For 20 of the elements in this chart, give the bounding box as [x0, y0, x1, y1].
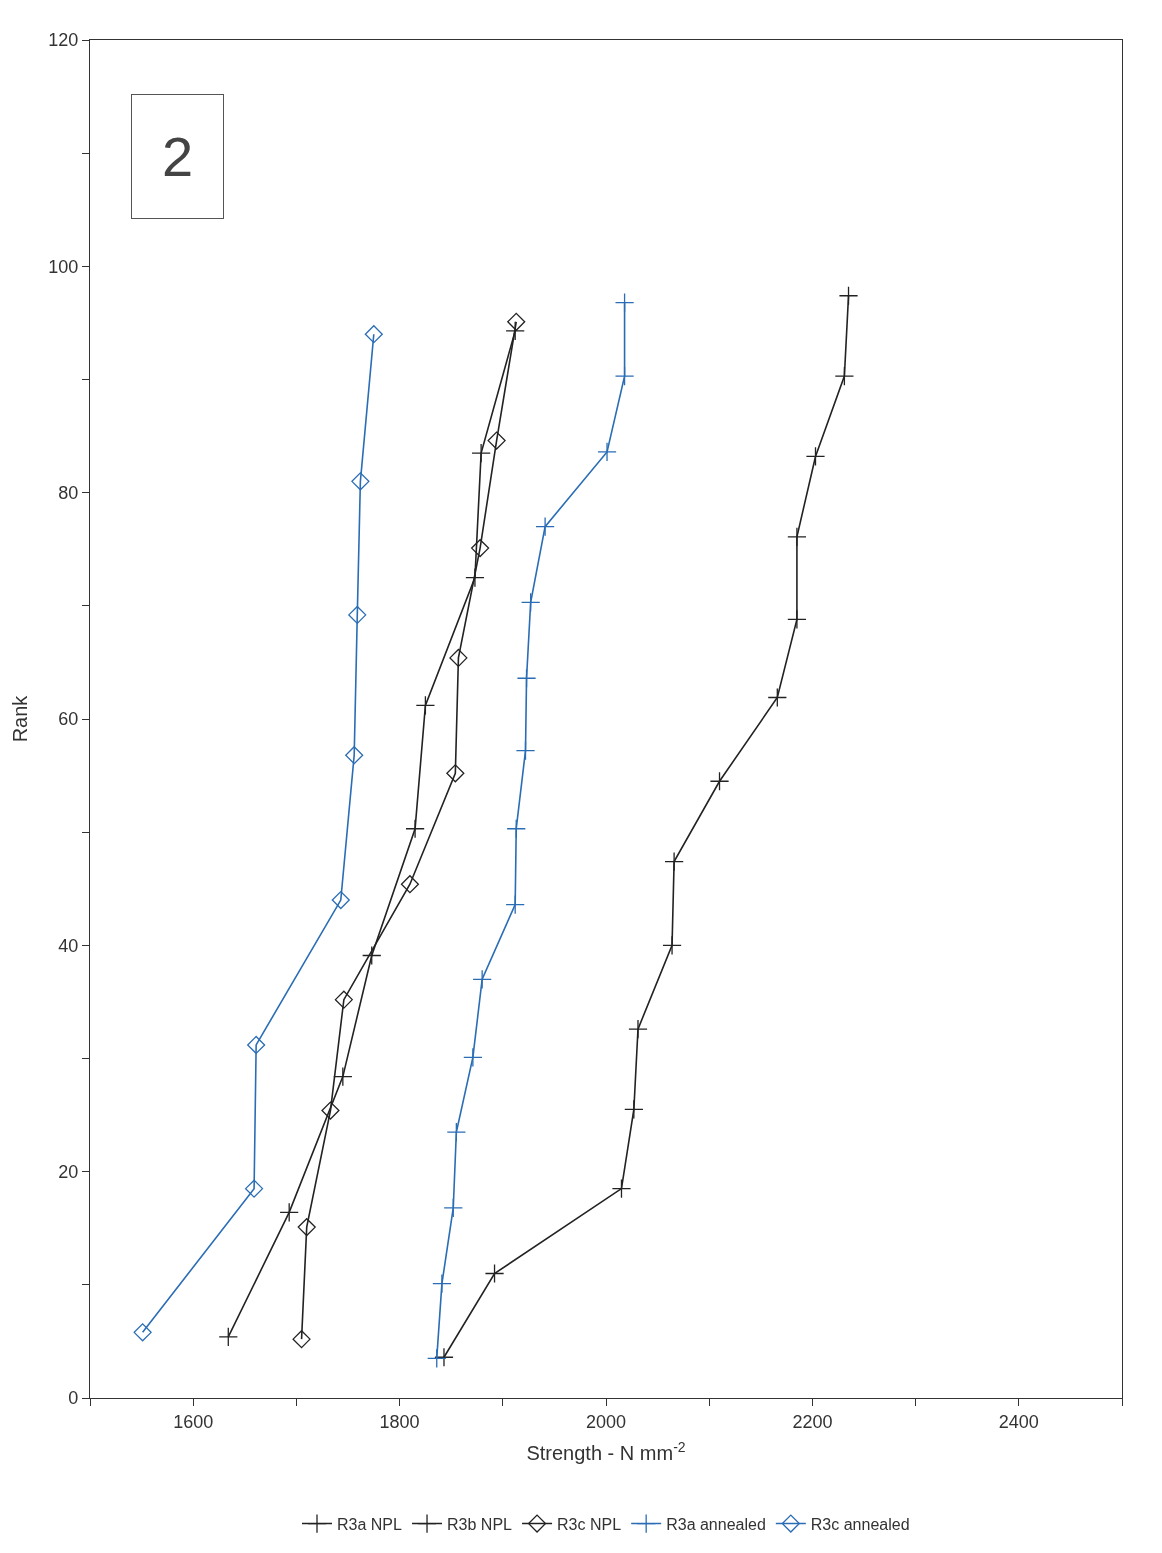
y-tick-label: 100	[48, 256, 79, 277]
y-tick-label: 40	[58, 935, 79, 956]
x-tick-label: 2200	[792, 1411, 833, 1432]
x-tick-label: 2000	[585, 1411, 627, 1432]
y-tick-label: 120	[48, 30, 79, 51]
legend-label: R3c annealed	[810, 1515, 910, 1533]
y-tick-label: 0	[68, 1388, 79, 1409]
y-axis-title: Rank	[8, 694, 31, 743]
y-tick-label: 20	[58, 1161, 79, 1182]
x-tick-label: 1600	[173, 1411, 214, 1432]
x-axis-title: Strength - N mm$^{-2}$	[526, 1438, 686, 1465]
x-tick-label: 2400	[998, 1411, 1039, 1432]
legend-label: R3b NPL	[447, 1515, 513, 1533]
annotation: 2	[162, 125, 194, 188]
legend-label: R3a NPL	[337, 1515, 403, 1533]
y-tick-label: 60	[58, 709, 79, 730]
legend-label: R3a annealed	[666, 1515, 766, 1533]
y-tick-label: 80	[58, 482, 79, 503]
x-tick-label: 1800	[379, 1411, 420, 1432]
legend-label: R3c NPL	[557, 1515, 622, 1533]
